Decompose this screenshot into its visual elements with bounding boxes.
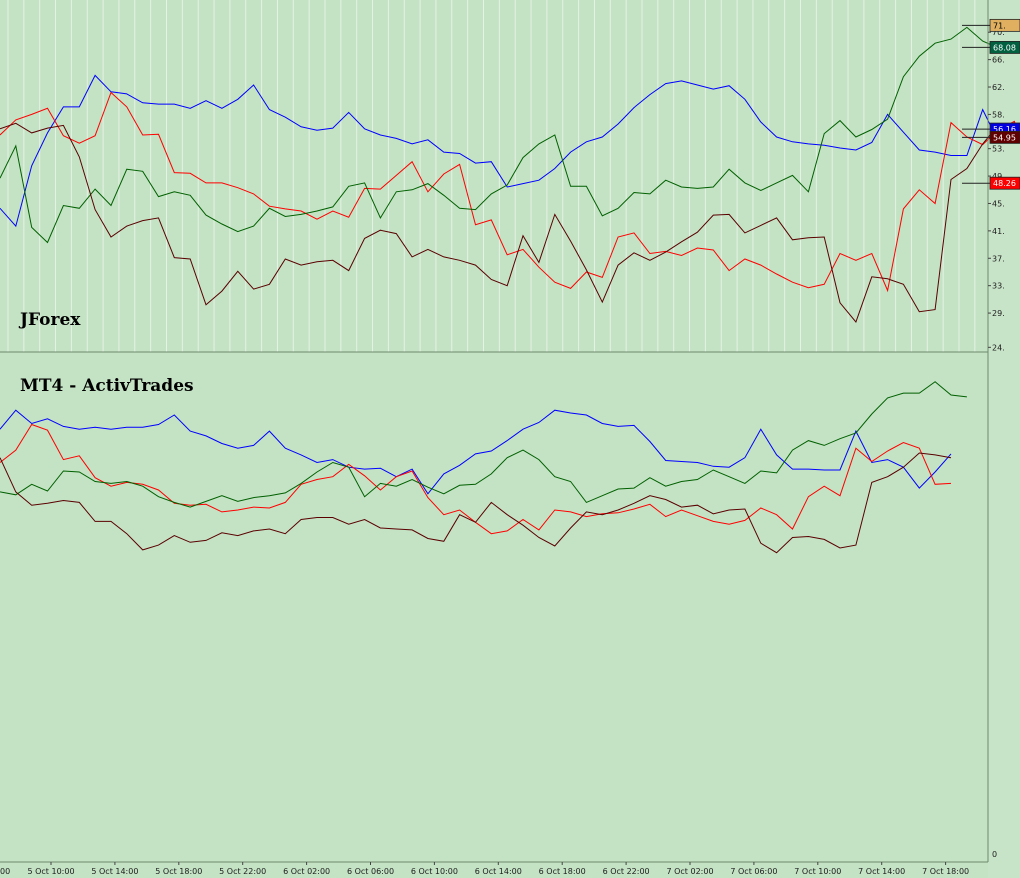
price-badge-box	[989, 41, 1020, 54]
y-tick-label: 58.	[992, 110, 1005, 119]
y-tick-label: 45.	[992, 199, 1005, 208]
y-tick-labels: 70. 66. 62. 58. 53. 49. 45. 41. 37. 33. 29. 24. 0	[988, 28, 1005, 859]
x-tick-label: 5 Oct 22:00	[219, 867, 266, 876]
x-tick-label: 00	[0, 867, 10, 876]
y-tick-label: 62.	[992, 83, 1005, 92]
y-tick-label: 33.	[992, 282, 1005, 291]
x-tick-label: 5 Oct 10:00	[27, 867, 74, 876]
series-line-blue	[0, 409, 952, 495]
panel-title-mt4: MT4 - ActivTrades	[20, 376, 194, 396]
panel-mt4	[0, 381, 967, 554]
plot-area	[0, 0, 988, 878]
series-line-maroon	[0, 452, 952, 554]
y-tick-label: 49.	[992, 172, 1005, 181]
x-tick-label: 7 Oct 18:00	[922, 867, 969, 876]
x-tick-label: 6 Oct 14:00	[475, 867, 522, 876]
price-badge-box	[989, 130, 1020, 144]
y-tick-label: 41.	[992, 227, 1005, 236]
x-tick-label: 7 Oct 10:00	[794, 867, 841, 876]
x-tick-labels: 00 5 Oct 10:00 5 Oct 14:00 5 Oct 18:00 5 Oct…	[0, 862, 969, 876]
price-badge: 48.26	[962, 176, 1020, 190]
y-tick-label: 66.	[992, 56, 1005, 65]
series-line-red	[0, 91, 1020, 293]
x-tick-label: 7 Oct 14:00	[858, 867, 905, 876]
price-badge: 71.	[962, 18, 1020, 32]
price-badge-label: 71.	[993, 21, 1006, 30]
y-tick-label: 37.	[992, 254, 1005, 263]
y-tick-label: 24.	[992, 343, 1005, 352]
price-badge-label: 54.95	[993, 133, 1016, 142]
price-badge: 54.95	[962, 130, 1020, 144]
x-tick-label: 7 Oct 06:00	[730, 867, 777, 876]
axes	[0, 0, 989, 863]
price-badge-label: 68.08	[993, 43, 1016, 52]
series-line-maroon	[0, 122, 1020, 323]
x-tick-label: 5 Oct 18:00	[155, 867, 202, 876]
price-badge-label: 56.16	[993, 125, 1016, 134]
series-line-green	[0, 381, 967, 508]
series-layer	[0, 26, 1020, 554]
series-line-green	[0, 26, 999, 244]
y-tick-label: 29.	[992, 309, 1005, 318]
price-badge: 68.08	[962, 41, 1020, 54]
x-tick-label: 6 Oct 18:00	[539, 867, 586, 876]
x-tick-label: 6 Oct 02:00	[283, 867, 330, 876]
panel-jforex	[0, 26, 1020, 323]
price-badge-box	[989, 18, 1020, 32]
x-tick-label: 6 Oct 22:00	[603, 867, 650, 876]
x-tick-label: 7 Oct 02:00	[666, 867, 713, 876]
y-tick-label: 0	[992, 850, 997, 859]
panel-title-jforex: JForex	[18, 310, 81, 330]
y-tick-label: 53.	[992, 145, 1005, 154]
price-badge-box	[989, 176, 1020, 190]
x-tick-label: 6 Oct 10:00	[411, 867, 458, 876]
grid	[7, 0, 976, 352]
x-tick-label: 6 Oct 06:00	[347, 867, 394, 876]
series-line-blue	[0, 74, 1020, 228]
x-tick-label: 5 Oct 14:00	[91, 867, 138, 876]
price-badge-label: 48.26	[993, 179, 1016, 188]
y-tick-label: 70.	[992, 28, 1005, 37]
